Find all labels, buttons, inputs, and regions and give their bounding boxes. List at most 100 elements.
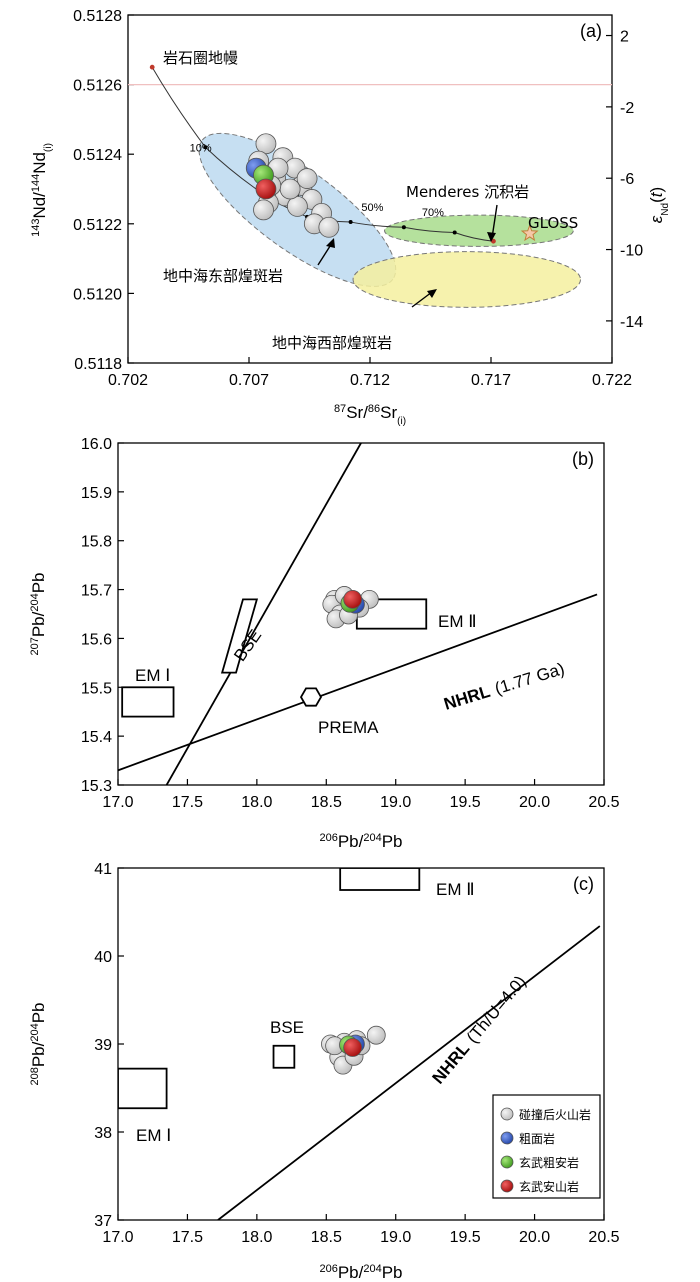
axis-label-part: Pb/ <box>29 1041 48 1067</box>
legend-label: 玄武粗安岩 <box>519 1155 579 1170</box>
mixing-percent-label: 70% <box>422 207 444 219</box>
axis-label-part: Sr/ <box>346 403 368 422</box>
mixing-tick <box>348 220 353 225</box>
axis-label-superscript: 87 <box>334 403 346 415</box>
panel-c-clipped <box>118 868 601 1220</box>
nhrl-label: NHRL(1.77 Ga) <box>442 659 567 714</box>
y-tick-label: 0.5128 <box>73 8 122 25</box>
y-tick-label: 41 <box>94 861 112 878</box>
em2-label: EM Ⅱ <box>436 880 475 899</box>
axis-label-superscript: 86 <box>368 403 380 415</box>
x-tick-label: 19.5 <box>450 1229 481 1246</box>
y2-axis-label: εNd(t) <box>647 187 671 223</box>
data-point-post-collision <box>253 199 274 221</box>
nhrl-label-ratio: (Th/U=4.0) <box>463 972 530 1047</box>
axis-label-superscript: 144 <box>30 174 42 192</box>
legend-marker <box>500 1155 514 1169</box>
nhrl-label-name: NHRL <box>442 682 493 714</box>
data-point-basaltic-andesite <box>343 1038 363 1057</box>
axis-label-part: Nd/ <box>30 192 49 219</box>
x-axis-label: 206Pb/204Pb <box>319 832 402 851</box>
legend-label: 粗面岩 <box>519 1131 555 1146</box>
legend-marker <box>500 1131 514 1145</box>
legend-label: 碰撞后火山岩 <box>519 1107 591 1122</box>
y-tick-label: 15.4 <box>81 729 112 746</box>
field-ellipse <box>352 251 582 308</box>
annotation-arrowhead <box>326 238 335 248</box>
gloss-star-marker <box>520 224 539 242</box>
axis-label-part: Pb <box>382 832 403 851</box>
axis-label-part: Pb <box>382 1263 403 1282</box>
em1-label: EM Ⅰ <box>135 666 170 685</box>
data-point-post-collision <box>279 178 301 200</box>
axis-label-part: Pb/ <box>338 832 364 851</box>
y-tick-label: 39 <box>94 1037 112 1054</box>
gloss-label: GLOSS <box>528 214 578 232</box>
em1-label: EM Ⅰ <box>136 1126 171 1145</box>
axis-label-part: t <box>647 191 666 197</box>
y-axis-label: 207Pb/204Pb <box>29 572 48 655</box>
axis-label-part: ε <box>647 215 666 223</box>
east-med-lamprophyre-label: 地中海东部煌斑岩 <box>163 267 283 285</box>
data-point-post-collision <box>296 168 318 189</box>
prema-hexagon <box>299 687 323 707</box>
data-point-post-collision <box>255 133 277 155</box>
axis-label-superscript: 206 <box>319 832 337 844</box>
data-point-post-collision <box>366 1025 386 1045</box>
y-tick-label: 0.5118 <box>74 356 122 373</box>
axis-label-superscript: 206 <box>319 1263 337 1275</box>
y-tick-label: 0.5120 <box>73 286 122 303</box>
y-tick-label: 40 <box>94 949 112 966</box>
bse-label: BSE <box>270 1018 304 1037</box>
em2-label: EM Ⅱ <box>438 612 477 631</box>
x-tick-label: 18.0 <box>241 1229 272 1246</box>
mixing-tick <box>452 230 457 235</box>
axis-label-superscript: 204 <box>363 832 381 844</box>
y-tick-label: 15.5 <box>81 680 112 697</box>
axis-label-part: Pb/ <box>29 611 48 637</box>
x-tick-label: 20.0 <box>519 1229 550 1246</box>
x-tick-label: 17.5 <box>172 1229 203 1246</box>
axis-label-subscript: (i) <box>43 143 54 152</box>
y-tick-label: 15.7 <box>81 583 112 600</box>
axis-label-part: Pb <box>29 1002 48 1023</box>
data-point-basaltic-andesite <box>255 178 277 200</box>
axis-label-superscript: 204 <box>29 1023 41 1041</box>
nhrl-reference-line <box>217 925 601 1220</box>
nhrl-label-name: NHRL <box>429 1039 474 1087</box>
panel-label: (c) <box>573 874 594 894</box>
axis-label-part: ) <box>647 187 666 193</box>
mantle-end-member-label: 岩石圈地幔 <box>163 49 238 67</box>
x-tick-label: 19.0 <box>380 794 411 811</box>
x-tick-label: 17.0 <box>102 1229 133 1246</box>
legend-marker <box>500 1179 514 1193</box>
x-tick-label: 18.5 <box>311 794 342 811</box>
x-tick-label: 0.712 <box>350 372 390 389</box>
y-tick-label: 15.6 <box>81 631 112 648</box>
bse-field <box>220 598 259 674</box>
axis-label-part: Nd <box>30 152 49 174</box>
x-tick-label: 0.722 <box>592 372 632 389</box>
axis-label-part: Pb/ <box>338 1263 364 1282</box>
prema-label: PREMA <box>318 718 379 737</box>
nhrl-label-age: (1.77 Ga) <box>493 659 567 698</box>
data-point-post-collision <box>286 195 308 217</box>
x-tick-label: 0.702 <box>108 372 148 389</box>
axis-label-part: Sr <box>380 403 397 422</box>
x-tick-label: 18.0 <box>241 794 272 811</box>
x-tick-label: 0.707 <box>229 372 269 389</box>
y2-tick-label: 2 <box>620 29 629 46</box>
mixing-end-member <box>149 64 155 70</box>
x-tick-label: 18.5 <box>311 1229 342 1246</box>
axis-label-subscript: (i) <box>397 416 406 427</box>
y-tick-label: 38 <box>94 1125 112 1142</box>
y-tick-label: 15.3 <box>81 778 112 795</box>
y2-tick-label: -2 <box>620 100 634 117</box>
y2-tick-label: -14 <box>620 314 643 331</box>
reservoir-box <box>118 1067 168 1110</box>
x-tick-label: 19.5 <box>450 794 481 811</box>
annotation-arrow <box>491 204 498 239</box>
y-tick-label: 0.5122 <box>73 217 122 234</box>
